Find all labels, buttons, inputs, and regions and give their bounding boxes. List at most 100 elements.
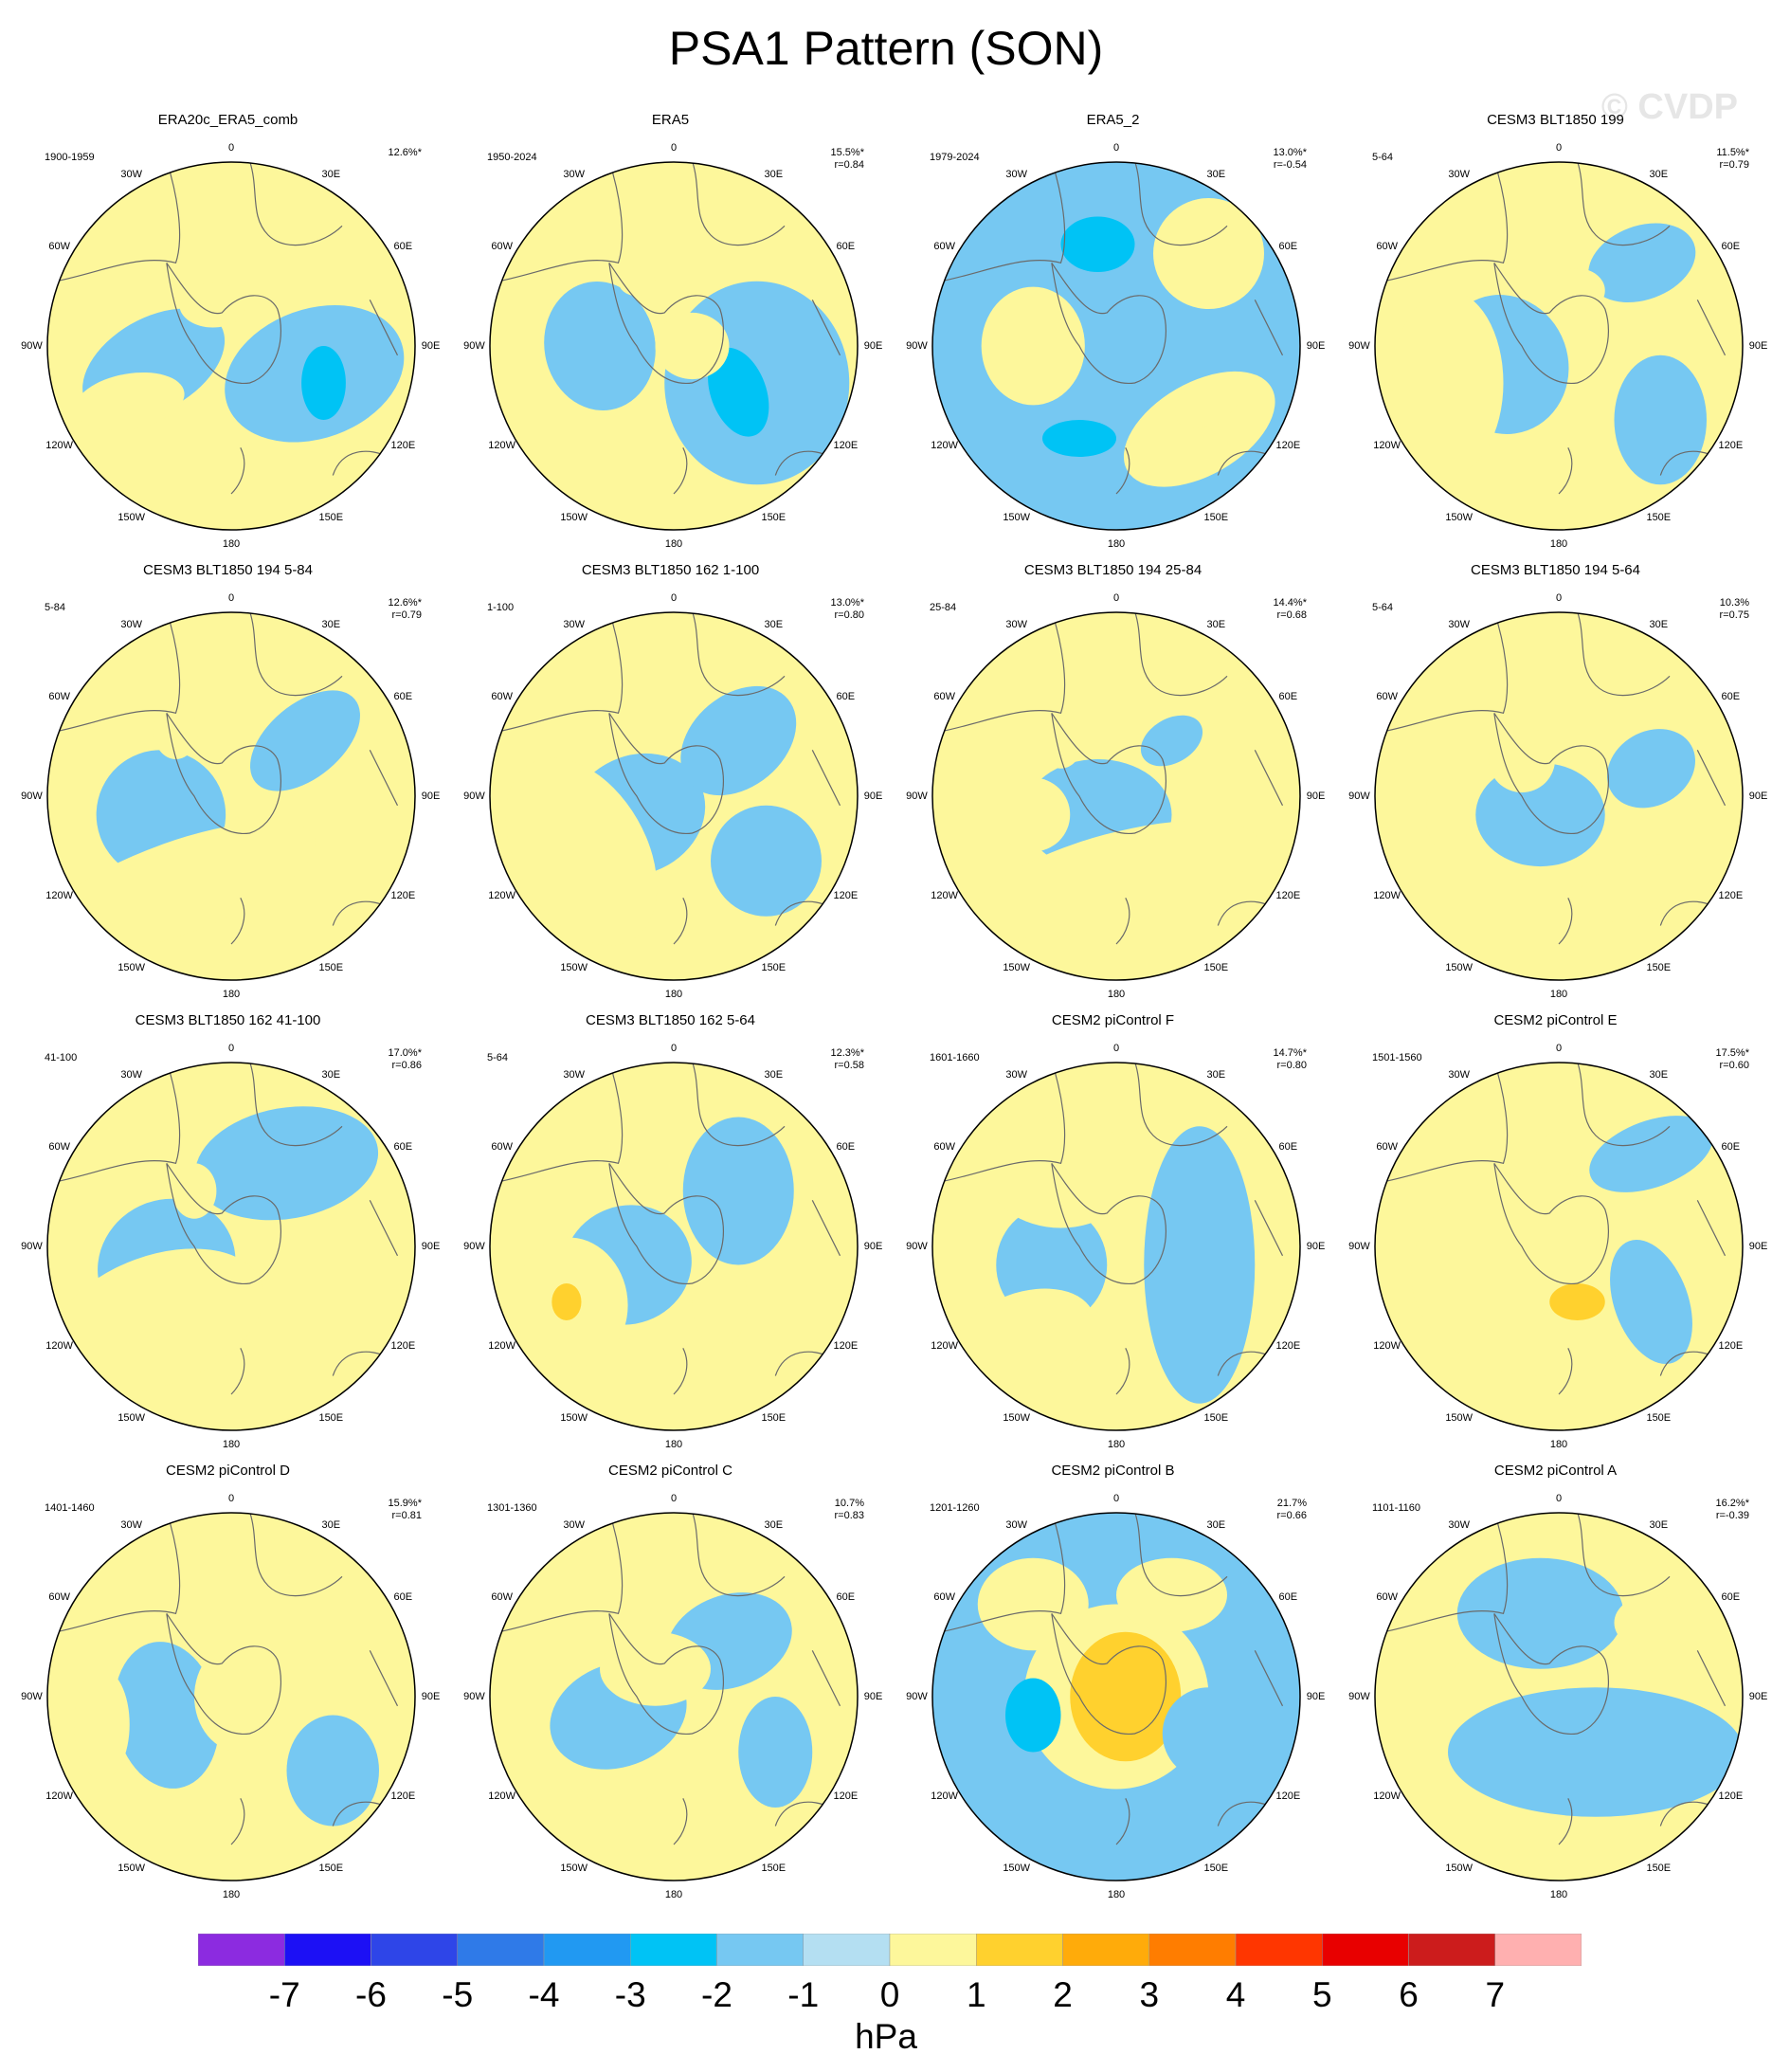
panel-title: CESM3 BLT1850 199 [1487, 112, 1624, 128]
panel-correlation: r=0.79 [1719, 159, 1750, 171]
panel-title: CESM2 piControl C [608, 1463, 732, 1479]
contour-region [250, 690, 360, 791]
longitude-label: 90E [863, 1241, 883, 1252]
contour-region [711, 805, 822, 917]
longitude-label: 120W [45, 890, 74, 902]
longitude-label: 150E [1646, 1412, 1672, 1425]
longitude-label: 30W [1448, 1518, 1470, 1531]
longitude-label: 90W [1348, 791, 1370, 802]
longitude-label: 120E [390, 1340, 416, 1353]
longitude-label: 30E [1206, 1068, 1226, 1081]
longitude-label: 0 [1555, 142, 1563, 154]
longitude-label: 120W [1373, 1340, 1401, 1353]
coastline [1115, 898, 1130, 945]
longitude-label: 150W [1445, 962, 1474, 974]
colorbar-tick-label: -1 [787, 1975, 820, 2014]
polar-map [46, 611, 416, 981]
panel-variance: 14.4%* [1273, 597, 1307, 609]
longitude-label: 30E [1649, 1068, 1669, 1081]
panel-title: CESM3 BLT1850 194 5-64 [1471, 562, 1640, 578]
longitude-label: 60E [393, 690, 413, 702]
longitude-label: 60E [836, 240, 856, 252]
longitude-label: 60W [48, 1140, 70, 1153]
coastline [1558, 898, 1573, 945]
coastline [248, 162, 343, 246]
longitude-label: 120W [488, 440, 516, 452]
polar-map [931, 611, 1301, 981]
colorbar-cell [630, 1934, 717, 1966]
panel-title: CESM2 piControl B [1051, 1463, 1175, 1479]
panel-variance: 12.6%* [388, 147, 422, 158]
longitude-label: 150E [761, 1863, 787, 1875]
longitude-label: 150W [560, 512, 588, 524]
coastline [691, 162, 786, 246]
polar-map [489, 1062, 859, 1431]
contour-region [50, 1248, 264, 1392]
watermark-logo: © CVDP [1600, 87, 1738, 127]
panel-correlation: r=0.75 [1719, 609, 1750, 621]
panel-correlation: r=0.58 [834, 1060, 865, 1071]
panel-variance: 14.7%* [1273, 1047, 1307, 1059]
contour-region [1589, 1116, 1713, 1192]
longitude-label: 150E [761, 1412, 787, 1425]
longitude-label: 60E [1278, 240, 1298, 252]
coastline [673, 1348, 688, 1395]
longitude-label: 120W [45, 1340, 74, 1353]
contour-region [1411, 1172, 1670, 1376]
coastline [1133, 612, 1228, 697]
polar-map [931, 161, 1301, 531]
coastline [691, 1513, 786, 1597]
longitude-label: 90W [21, 791, 43, 802]
coastline [1558, 447, 1573, 495]
contour-region [600, 1631, 711, 1706]
longitude-label: 90E [421, 1241, 441, 1252]
panel-years: 41-100 [45, 1052, 78, 1063]
contour-region [581, 1773, 656, 1805]
longitude-label: 0 [670, 592, 678, 605]
longitude-label: 30E [1649, 168, 1669, 180]
coastline [940, 1513, 1066, 1633]
contour-region [1610, 1239, 1692, 1365]
contour-region [972, 820, 1260, 938]
contour-region [1042, 420, 1116, 457]
coastline [1133, 162, 1228, 246]
longitude-label: 60W [933, 240, 955, 252]
coastline [369, 1200, 399, 1257]
panel-variance: 13.0%* [1273, 147, 1307, 158]
contour-region [1614, 354, 1707, 485]
longitude-label: 180 [1549, 1888, 1568, 1900]
longitude-label: 30E [321, 618, 341, 630]
colorbar-cell [1322, 1934, 1409, 1966]
longitude-label: 60W [1376, 1590, 1398, 1603]
longitude-label: 60E [393, 1140, 413, 1153]
polar-map [489, 611, 859, 981]
colorbar-units: hPa [855, 2017, 917, 2056]
polar-map [931, 1062, 1301, 1431]
longitude-label: 120W [488, 1340, 516, 1353]
panel-title: CESM2 piControl D [166, 1463, 290, 1479]
coastline [1558, 1348, 1573, 1395]
longitude-label: 0 [1112, 1493, 1120, 1505]
coastline [1115, 447, 1130, 495]
panel-years: 5-64 [1372, 152, 1394, 163]
longitude-label: 120W [45, 1790, 74, 1803]
contour-region [172, 1163, 217, 1219]
longitude-label: 90E [863, 340, 883, 352]
longitude-label: 120W [931, 1790, 959, 1803]
contour-region [1488, 725, 1556, 793]
longitude-label: 120E [1275, 890, 1301, 902]
panel-correlation: r=0.81 [391, 1510, 423, 1521]
coastline [1254, 750, 1284, 807]
longitude-label: 180 [664, 988, 683, 1000]
longitude-label: 90W [463, 1241, 485, 1252]
coastline [369, 750, 399, 807]
longitude-label: 30E [1649, 1518, 1669, 1531]
longitude-label: 150W [560, 962, 588, 974]
colorbar-tick-label: -5 [442, 1975, 474, 2014]
panel-variance: 12.3%* [830, 1047, 864, 1059]
contour-region [1588, 223, 1696, 303]
contour-region [618, 266, 656, 297]
longitude-label: 120E [833, 890, 859, 902]
coastline [608, 1612, 725, 1735]
coastline [1051, 712, 1167, 834]
